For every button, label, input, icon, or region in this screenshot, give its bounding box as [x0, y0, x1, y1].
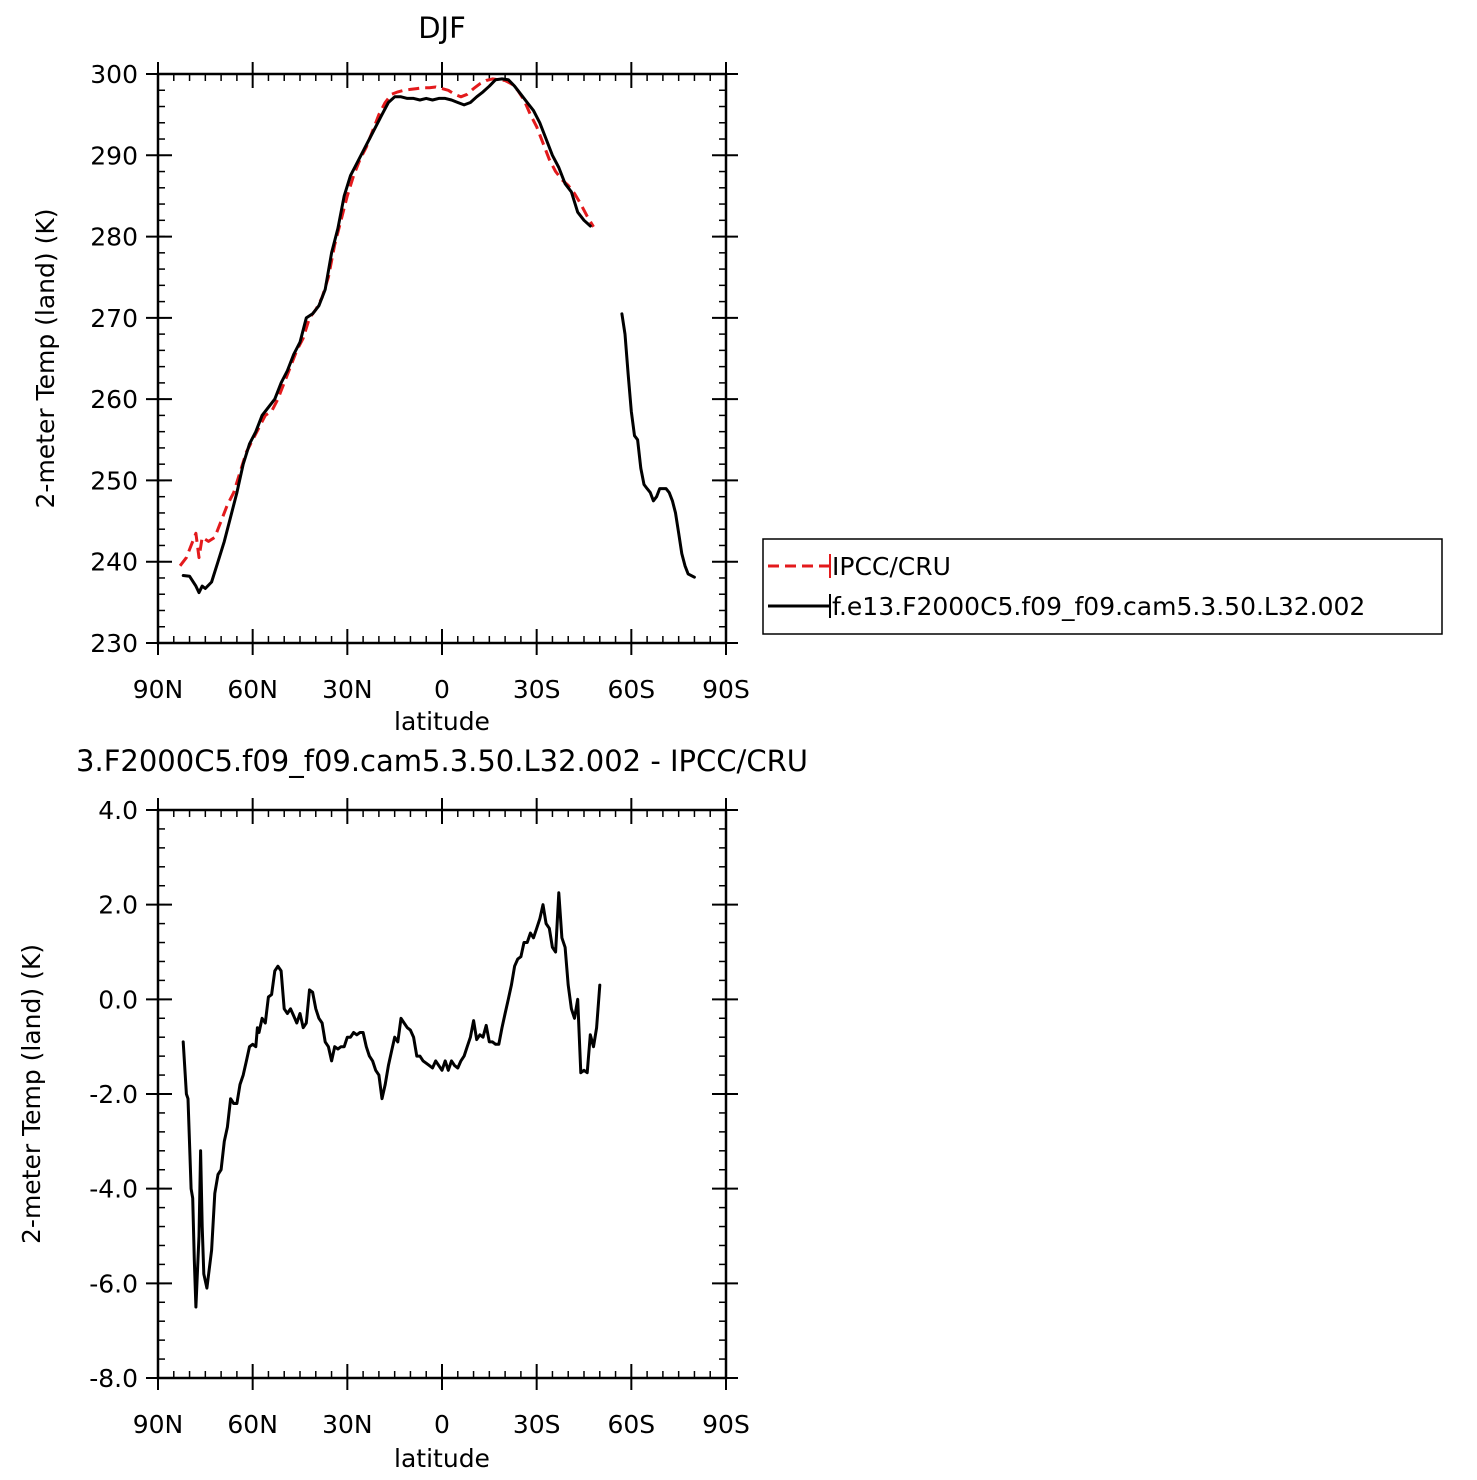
- x-axis-label: latitude: [394, 707, 490, 736]
- x-tick-label: 30S: [513, 1410, 561, 1439]
- y-tick-label: -6.0: [89, 1269, 138, 1298]
- x-tick-label: 30N: [322, 1410, 373, 1439]
- x-tick-label: 60N: [227, 675, 278, 704]
- legend-box: [762, 538, 1443, 635]
- plot-frame: [156, 808, 728, 1380]
- legend-label-1: IPCC/CRU: [832, 552, 951, 581]
- y-tick-label: 280: [90, 223, 138, 252]
- y-tick-label: 4.0: [98, 796, 138, 825]
- series-line-2-segment-1: [181, 77, 592, 595]
- chart-title: DJF: [418, 11, 466, 45]
- y-tick-label: 240: [90, 548, 138, 577]
- y-tick-label: 230: [90, 629, 138, 658]
- x-tick-label: 0: [434, 675, 450, 704]
- y-tick-label: 2.0: [98, 891, 138, 920]
- x-tick-label: 90N: [133, 675, 184, 704]
- y-tick-label: -8.0: [89, 1364, 138, 1393]
- y-tick-label: 270: [90, 304, 138, 333]
- series-line-1: [181, 891, 602, 1309]
- y-tick-label: 0.0: [98, 985, 138, 1014]
- y-tick-label: -2.0: [89, 1080, 138, 1109]
- x-tick-label: 60N: [227, 1410, 278, 1439]
- x-tick-label: 90S: [702, 1410, 750, 1439]
- chart-title: 3.F2000C5.f09_f09.cam5.3.50.L32.002 - IP…: [76, 744, 808, 778]
- x-tick-label: 30S: [513, 675, 561, 704]
- x-tick-label: 90S: [702, 675, 750, 704]
- legend: IPCC/CRU f.e13.F2000C5.f09_f09.cam5.3.50.…: [762, 538, 1443, 635]
- chart-panel-1: DJF 90N 60N 30N 0 30S 60S 90S 230 240 250 260 270 280…: [31, 11, 1443, 736]
- y-tick-label: 290: [90, 141, 138, 170]
- series-line-2-segment-2: [620, 312, 696, 579]
- y-tick-label: 260: [90, 385, 138, 414]
- x-tick-label: 30N: [322, 675, 373, 704]
- x-tick-label: 90N: [133, 1410, 184, 1439]
- y-tick-label: -4.0: [89, 1175, 138, 1204]
- y-tick-label: 300: [90, 60, 138, 89]
- series-line-1: [178, 77, 595, 567]
- plot-frame: [156, 72, 728, 645]
- x-axis-label: latitude: [394, 1444, 490, 1473]
- chart-panel-2: 3.F2000C5.f09_f09.cam5.3.50.L32.002 - IP…: [17, 744, 808, 1473]
- y-tick-label: 250: [90, 466, 138, 495]
- legend-label-2: f.e13.F2000C5.f09_f09.cam5.3.50.L32.002: [832, 592, 1365, 621]
- y-axis-label: 2-meter Temp (land) (K): [31, 209, 60, 509]
- y-axis-label: 2-meter Temp (land) (K): [17, 944, 46, 1244]
- x-tick-label: 60S: [607, 675, 655, 704]
- x-tick-label: 60S: [607, 1410, 655, 1439]
- x-tick-label: 0: [434, 1410, 450, 1439]
